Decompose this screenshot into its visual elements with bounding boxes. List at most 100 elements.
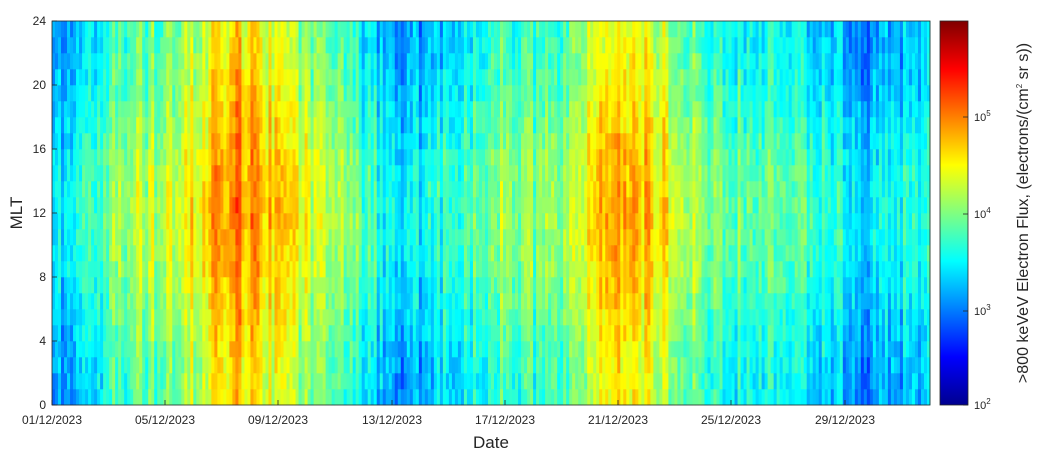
heatmap-cell: [590, 213, 594, 230]
heatmap-cell: [163, 245, 167, 262]
heatmap-cell: [566, 21, 570, 38]
heatmap-cell: [671, 37, 675, 54]
heatmap-cell: [445, 229, 450, 246]
heatmap-cell: [394, 357, 399, 374]
heatmap-cell: [388, 181, 393, 198]
heatmap-cell: [614, 69, 618, 86]
heatmap-cell: [259, 357, 263, 374]
heatmap-cell: [545, 181, 549, 198]
heatmap-cell: [91, 325, 95, 342]
heatmap-cell: [223, 293, 227, 310]
heatmap-cell: [617, 197, 621, 214]
heatmap-cell: [139, 389, 143, 406]
heatmap-cell: [487, 213, 492, 230]
heatmap-cell: [635, 309, 639, 326]
heatmap-cell: [671, 389, 675, 406]
heatmap-cell: [265, 357, 269, 374]
heatmap-cell: [199, 373, 203, 390]
heatmap-cell: [142, 165, 146, 182]
heatmap-cell: [325, 261, 330, 278]
heatmap-cell: [115, 341, 119, 358]
heatmap-cell: [494, 37, 498, 54]
heatmap-cell: [406, 245, 411, 262]
heatmap-cell: [292, 165, 296, 182]
heatmap-cell: [133, 37, 137, 54]
heatmap-cell: [620, 165, 624, 182]
heatmap-cell: [466, 325, 471, 342]
heatmap-cell: [647, 133, 651, 150]
heatmap-cell: [515, 165, 519, 182]
heatmap-cell: [557, 277, 561, 294]
heatmap-cell: [388, 389, 393, 406]
heatmap-cell: [229, 133, 233, 150]
heatmap-cell: [160, 373, 164, 390]
heatmap-cell: [674, 133, 678, 150]
heatmap-cell: [121, 213, 125, 230]
heatmap-cell: [295, 149, 299, 166]
heatmap-cell: [436, 229, 441, 246]
heatmap-cell: [367, 53, 372, 70]
heatmap-cell: [554, 261, 558, 278]
heatmap-cell: [268, 117, 272, 134]
heatmap-cell: [88, 149, 92, 166]
heatmap-cell: [454, 213, 459, 230]
heatmap-cell: [469, 277, 474, 294]
heatmap-cell: [181, 357, 185, 374]
heatmap-cell: [175, 197, 179, 214]
heatmap-cell: [448, 325, 453, 342]
heatmap-cell: [641, 341, 645, 358]
heatmap-cell: [421, 389, 426, 406]
heatmap-cell: [515, 341, 519, 358]
heatmap-cell: [166, 117, 170, 134]
heatmap-cell: [286, 309, 290, 326]
heatmap-cell: [521, 37, 525, 54]
heatmap-cell: [190, 101, 194, 118]
heatmap-cell: [115, 69, 119, 86]
heatmap-cell: [202, 293, 206, 310]
heatmap-cell: [566, 85, 570, 102]
heatmap-cell: [677, 389, 681, 406]
heatmap-cell: [367, 165, 372, 182]
heatmap-cell: [494, 117, 498, 134]
heatmap-cell: [310, 213, 314, 230]
heatmap-cell: [451, 277, 456, 294]
heatmap-cell: [67, 101, 71, 118]
heatmap-cell: [97, 69, 101, 86]
heatmap-cell: [220, 85, 224, 102]
heatmap-cell: [172, 389, 176, 406]
heatmap-cell: [112, 213, 116, 230]
heatmap-cell: [130, 133, 134, 150]
heatmap-cell: [623, 293, 627, 310]
heatmap-cell: [521, 341, 525, 358]
heatmap-cell: [196, 133, 200, 150]
heatmap-cell: [217, 85, 221, 102]
heatmap-cell: [608, 69, 612, 86]
heatmap-cell: [172, 53, 176, 70]
heatmap-cell: [175, 133, 179, 150]
heatmap-cell: [91, 165, 95, 182]
heatmap-cell: [379, 277, 384, 294]
heatmap-cell: [193, 325, 197, 342]
heatmap-cell: [614, 341, 618, 358]
heatmap-cell: [439, 309, 444, 326]
heatmap-cell: [112, 133, 116, 150]
heatmap-cell: [331, 245, 336, 262]
heatmap-cell: [521, 101, 525, 118]
heatmap-cell: [67, 53, 71, 70]
heatmap-cell: [103, 277, 107, 294]
heatmap-cell: [193, 165, 197, 182]
heatmap-cell: [358, 325, 363, 342]
heatmap-cell: [175, 85, 179, 102]
heatmap-cell: [253, 69, 257, 86]
heatmap-cell: [259, 149, 263, 166]
heatmap-cell: [457, 101, 462, 118]
heatmap-cell: [641, 277, 645, 294]
heatmap-cell: [506, 213, 510, 230]
heatmap-cell: [127, 213, 131, 230]
heatmap-cell: [518, 69, 522, 86]
heatmap-cell: [178, 261, 182, 278]
heatmap-cell: [286, 117, 290, 134]
heatmap-cell: [217, 309, 221, 326]
heatmap-cell: [211, 133, 215, 150]
heatmap-cell: [361, 21, 366, 38]
